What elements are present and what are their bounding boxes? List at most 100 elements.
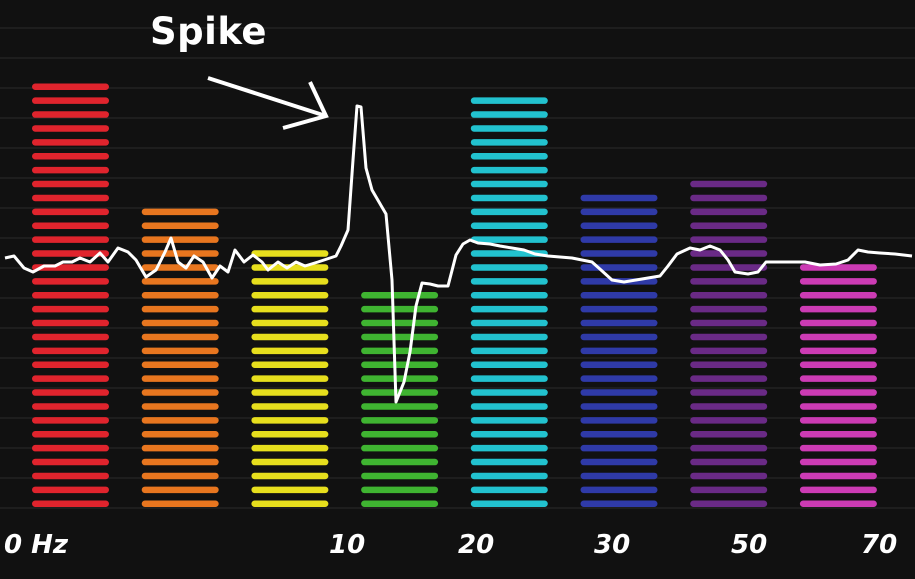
x-tick-label-20: 20 xyxy=(458,530,495,560)
band-bar xyxy=(470,97,548,507)
bar-segment xyxy=(141,333,219,341)
bar-segment xyxy=(690,458,768,466)
bar-segment xyxy=(580,472,658,480)
bar-segment xyxy=(470,417,548,424)
bar-segment xyxy=(470,333,548,341)
bar-segment xyxy=(32,236,109,243)
bar-segment xyxy=(470,153,548,160)
bar-segment xyxy=(799,264,877,271)
x-tick-label-30: 30 xyxy=(594,530,631,560)
bar-segment xyxy=(690,361,768,368)
bar-segment xyxy=(690,236,768,243)
bar-segment xyxy=(799,347,877,355)
bar-segment xyxy=(141,292,219,299)
bar-segment xyxy=(141,389,219,396)
bar-segment xyxy=(251,431,329,438)
bar-segment xyxy=(799,472,877,480)
x-tick-label-10: 10 xyxy=(329,530,366,560)
bar-segment xyxy=(470,208,548,216)
bar-segment xyxy=(799,305,877,313)
bar-segment xyxy=(141,250,219,257)
bar-segment xyxy=(141,222,219,229)
band-bar xyxy=(799,264,877,507)
bar-segment xyxy=(690,375,768,382)
bar-segment xyxy=(690,417,768,424)
bar-segment xyxy=(470,403,548,410)
band-bar xyxy=(251,250,329,507)
bar-segment xyxy=(470,264,548,271)
bar-segment xyxy=(799,500,877,507)
bar-segment xyxy=(32,180,109,188)
band-bar xyxy=(32,83,109,507)
bar-segment xyxy=(32,361,109,368)
bar-segment xyxy=(251,472,329,480)
bar-segment xyxy=(580,431,658,438)
bar-segment xyxy=(690,403,768,410)
bar-segment xyxy=(580,417,658,424)
bar-segment xyxy=(799,458,877,466)
bar-segment xyxy=(32,500,109,507)
bar-segment xyxy=(470,347,548,355)
bar-segment xyxy=(580,222,658,229)
spike-annotation: Spike xyxy=(150,10,268,53)
signal-trace xyxy=(4,104,913,404)
bar-segment xyxy=(32,139,109,146)
bar-segment xyxy=(470,236,548,243)
bar-segment xyxy=(32,403,109,410)
bar-segment xyxy=(470,292,548,299)
arrow-shaft xyxy=(207,76,327,118)
bar-segment xyxy=(580,194,658,202)
bar-segment xyxy=(470,180,548,188)
bar-segment xyxy=(141,375,219,382)
bar-segment xyxy=(690,305,768,313)
bar-segment xyxy=(251,458,329,466)
bar-segment xyxy=(32,125,109,132)
bar-segment xyxy=(361,292,439,299)
bar-segment xyxy=(141,305,219,313)
bar-segment xyxy=(32,417,109,424)
bar-segment xyxy=(799,278,877,285)
bar-segment xyxy=(799,431,877,438)
bar-segment xyxy=(32,292,109,299)
bar-segment xyxy=(580,305,658,313)
band-bar xyxy=(361,292,439,507)
bar-segment xyxy=(690,180,768,188)
bar-segment xyxy=(470,486,548,494)
bar-segment xyxy=(32,208,109,216)
bar-segment xyxy=(799,292,877,299)
bar-segment xyxy=(361,305,439,313)
bar-segment xyxy=(361,444,439,452)
bar-segment xyxy=(470,194,548,202)
bar-segment xyxy=(32,111,109,118)
bar-segment xyxy=(32,278,109,285)
bar-segment xyxy=(799,375,877,382)
bar-segment xyxy=(251,319,329,327)
bar-segment xyxy=(251,347,329,355)
bar-segment xyxy=(251,444,329,452)
bar-segment xyxy=(251,305,329,313)
bar-segment xyxy=(799,417,877,424)
band-bar xyxy=(690,180,768,507)
bar-segment xyxy=(580,208,658,216)
arrow-head xyxy=(282,81,329,130)
bar-segment xyxy=(799,486,877,494)
bar-segment xyxy=(580,264,658,271)
bar-segment xyxy=(580,375,658,382)
bar-segment xyxy=(251,278,329,285)
bar-segment xyxy=(470,472,548,480)
bar-segment xyxy=(32,347,109,355)
bar-segment xyxy=(690,444,768,452)
bar-segment xyxy=(361,375,439,382)
bar-segment xyxy=(799,361,877,368)
bar-segment xyxy=(690,431,768,438)
bar-segment xyxy=(32,222,109,229)
bar-segment xyxy=(470,125,548,132)
bar-segment xyxy=(470,97,548,104)
bar-segment xyxy=(141,486,219,494)
bar-segment xyxy=(470,431,548,438)
bar-segment xyxy=(580,361,658,368)
bar-segment xyxy=(580,236,658,243)
bar-segment xyxy=(799,389,877,396)
bar-segment xyxy=(580,347,658,355)
